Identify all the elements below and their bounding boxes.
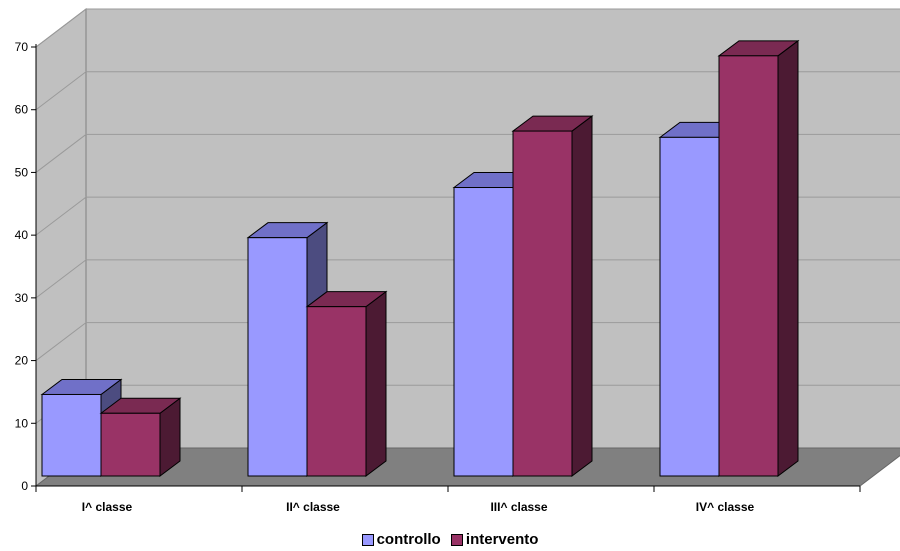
y-axis-ticks: 0 10 20 30 40 50 60 70 <box>15 40 36 493</box>
y-tick-label: 50 <box>15 165 29 179</box>
legend-label-intervento: intervento <box>465 531 539 548</box>
bar-intervento-1 <box>305 290 388 477</box>
legend-item-intervento: intervento <box>450 531 539 548</box>
x-tick-label: I^ classe <box>82 500 133 514</box>
y-tick-label: 0 <box>21 479 28 493</box>
bar-intervento-0 <box>99 397 182 477</box>
bar-front <box>453 187 514 477</box>
gridline <box>35 133 900 173</box>
bar-chart: 0 10 20 30 40 50 60 70 I^ classe II^ classe III^ … <box>15 7 900 514</box>
legend-swatch-intervento <box>450 533 463 546</box>
bar-front <box>41 393 102 477</box>
x-tick-label: IV^ classe <box>696 500 755 514</box>
gridline <box>35 8 900 48</box>
gridline <box>35 322 900 361</box>
bar-front <box>306 306 367 477</box>
y-tick-label: 20 <box>15 354 29 368</box>
x-axis-ticks: I^ classe II^ classe III^ classe IV^ classe <box>35 486 861 514</box>
bar-side <box>571 115 593 477</box>
bar-side <box>365 290 387 477</box>
x-tick-label: III^ classe <box>490 500 547 514</box>
bar-front <box>718 55 779 477</box>
legend-label-controllo: controllo <box>376 531 441 548</box>
y-tick-label: 60 <box>15 103 29 117</box>
y-tick-label: 40 <box>15 228 29 242</box>
y-tick-label: 10 <box>15 416 29 430</box>
bar-front <box>247 237 308 477</box>
bar-front <box>100 412 161 477</box>
gridline <box>35 259 900 299</box>
y-tick-label: 70 <box>15 40 29 54</box>
legend-swatch-controllo <box>361 533 374 546</box>
bar-front <box>512 130 573 477</box>
bar-intervento-3 <box>717 39 800 477</box>
legend-item-controllo: controllo <box>361 531 441 548</box>
legend: controllo intervento <box>0 531 900 550</box>
bar-intervento-2 <box>511 115 594 477</box>
y-tick-label: 30 <box>15 291 29 305</box>
bars <box>40 39 800 477</box>
bar-side <box>777 39 799 477</box>
bar-front <box>659 136 720 477</box>
gridline <box>35 71 900 111</box>
x-tick-label: II^ classe <box>286 500 340 514</box>
bar-controllo-1 <box>246 221 329 477</box>
gridline <box>35 196 900 236</box>
